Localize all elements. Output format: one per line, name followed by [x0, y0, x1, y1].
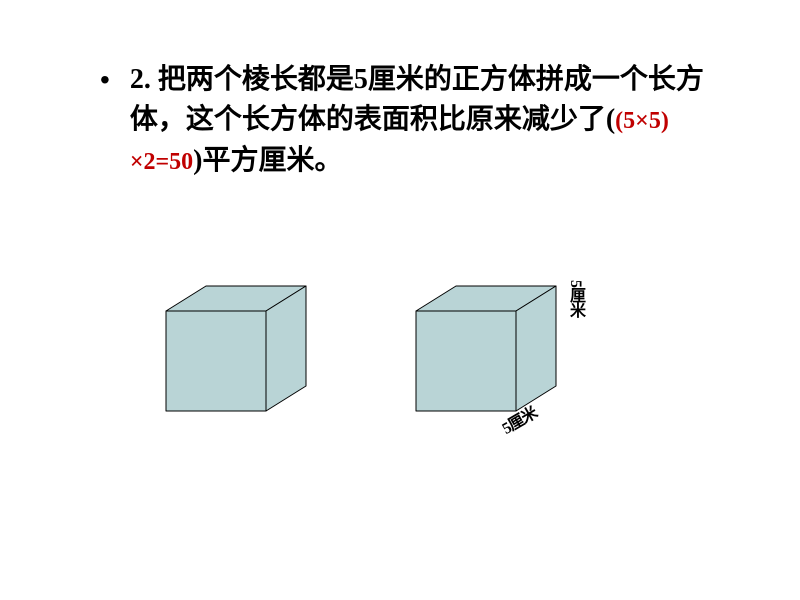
- bullet: •: [100, 60, 110, 100]
- q-num5: 5: [354, 64, 368, 95]
- cube-right: [415, 285, 557, 417]
- q-part3: 平方厘米。: [203, 145, 343, 176]
- q-part1: 把两个棱长都是: [151, 64, 354, 95]
- q-lparen: (: [606, 104, 615, 135]
- diagram-area: 5厘米 5厘米: [0, 260, 800, 520]
- bullet-row: • 2. 把两个棱长都是5厘米的正方体拼成一个长方体，这个长方体的表面积比原来减…: [100, 60, 740, 182]
- q-number: 2.: [130, 64, 151, 95]
- label-vertical-5cm: 5厘米: [563, 280, 587, 317]
- cube-left: [165, 285, 307, 417]
- question-text: 2. 把两个棱长都是5厘米的正方体拼成一个长方体，这个长方体的表面积比原来减少了…: [130, 60, 740, 182]
- content-area: • 2. 把两个棱长都是5厘米的正方体拼成一个长方体，这个长方体的表面积比原来减…: [0, 0, 800, 182]
- q-rparen: ): [193, 145, 202, 176]
